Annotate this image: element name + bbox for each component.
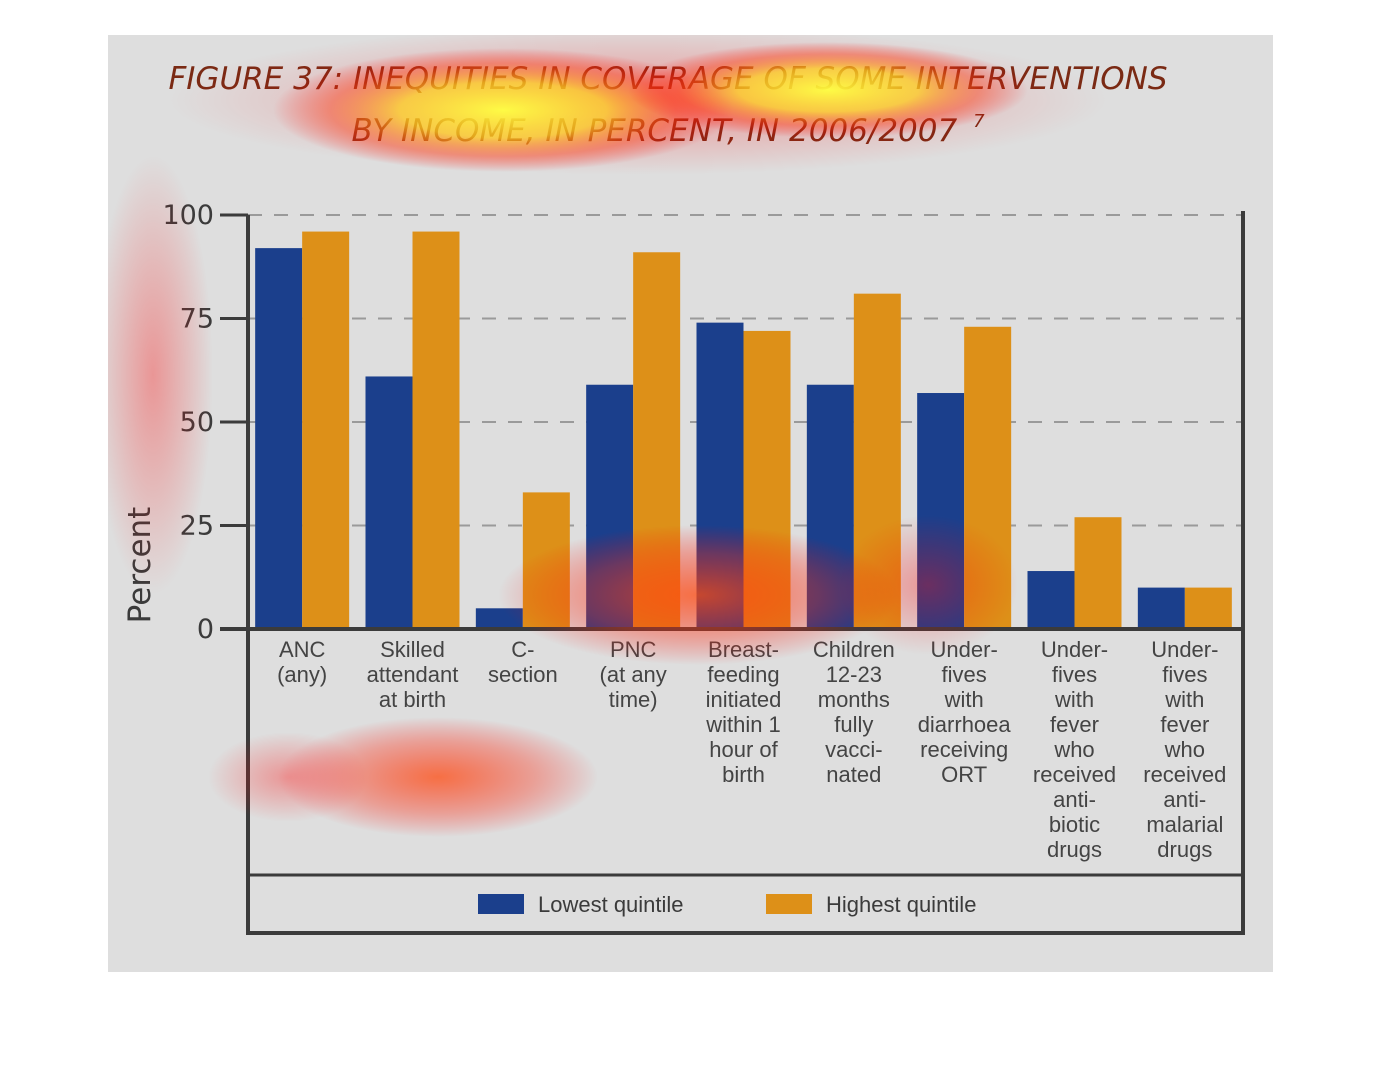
y-axis-label: Percent — [122, 507, 158, 624]
y-tick-label: 25 — [180, 511, 214, 542]
bar-lowest-6 — [917, 393, 965, 629]
legend-swatch-lowest — [478, 894, 524, 914]
category-label: PNC (at any time) — [600, 637, 667, 712]
category-label: Under-fives with diarrhoea receiving ORT — [918, 637, 1012, 787]
bar-lowest-0 — [255, 248, 303, 629]
bar-highest-0 — [302, 231, 350, 629]
bars — [255, 231, 1232, 629]
chart-title-line1: FIGURE 37: INEQUITIES IN COVERAGE OF SOM… — [168, 61, 1167, 97]
chart-title-line2-text: BY INCOME, IN PERCENT, IN 2006/2007 — [351, 113, 957, 149]
y-tick-label: 50 — [180, 407, 214, 438]
legend-label-highest: Highest quintile — [826, 892, 976, 917]
legend-swatch-highest — [766, 894, 812, 914]
chart: FIGURE 37: INEQUITIES IN COVERAGE OF SOM… — [108, 35, 1245, 935]
category-label: Children 12-23 months fully vacci-nated — [813, 637, 895, 787]
bar-lowest-5 — [806, 384, 854, 629]
bar-highest-7 — [1074, 517, 1122, 629]
bar-lowest-4 — [696, 322, 744, 629]
legend-label-lowest: Lowest quintile — [538, 892, 684, 917]
y-tick-label: 0 — [197, 614, 214, 645]
bar-highest-2 — [522, 492, 570, 629]
category-label: ANC (any) — [277, 637, 327, 687]
chart-title-ref: 7 — [973, 111, 985, 132]
figure-panel: FIGURE 37: INEQUITIES IN COVERAGE OF SOM… — [108, 35, 1273, 972]
category-label: Under-fives with fever who received anti-biot… — [1033, 637, 1116, 862]
chart-title-line2: BY INCOME, IN PERCENT, IN 2006/2007 7 — [351, 111, 985, 149]
y-tick-label: 75 — [180, 304, 214, 335]
y-ticks: 0 25 50 75 100 — [162, 200, 248, 645]
bar-highest-3 — [633, 252, 681, 629]
bar-highest-5 — [853, 293, 901, 629]
category-label: Under-fives with fever who received anti-mala… — [1143, 637, 1226, 862]
bar-highest-4 — [743, 330, 791, 629]
bar-highest-1 — [412, 231, 460, 629]
bar-lowest-1 — [365, 376, 413, 629]
y-tick-label: 100 — [162, 200, 214, 231]
bar-lowest-2 — [475, 608, 523, 629]
category-label: C-section — [488, 637, 558, 687]
category-label: Skilled attendant at birth — [367, 637, 459, 712]
bar-lowest-8 — [1137, 587, 1185, 629]
bar-lowest-7 — [1027, 571, 1075, 629]
legend: Lowest quintile Highest quintile — [478, 892, 976, 917]
category-labels: ANC (any) Skilled attendant at birth C-sectio… — [277, 637, 1226, 862]
category-label: Breast-feeding initiated within 1 hour of bi… — [705, 637, 781, 787]
bar-lowest-3 — [586, 384, 634, 629]
bar-highest-8 — [1184, 587, 1232, 629]
bar-highest-6 — [964, 326, 1012, 629]
